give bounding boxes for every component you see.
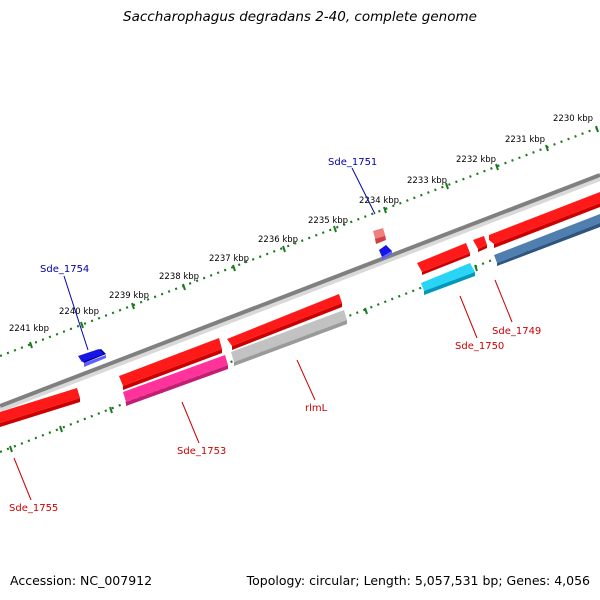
leader-line: [13, 457, 32, 501]
gene-red-rlml-above[interactable]: [227, 294, 342, 350]
scale-label: 2231 kbp: [505, 135, 545, 145]
gene-label-sde-1753[interactable]: Sde_1753: [177, 446, 226, 457]
leader-line: [494, 279, 513, 323]
gene-cyan-sde-1750[interactable]: [421, 263, 475, 295]
gene-gray-rlml[interactable]: [231, 310, 347, 366]
scale-labels: 2230 kbp 2231 kbp 2232 kbp 2233 kbp 2234…: [9, 114, 593, 334]
leader-line: [351, 167, 376, 215]
sde-1754-feature[interactable]: [78, 349, 106, 367]
gene-red-1755-above[interactable]: [0, 388, 80, 427]
scale-label: 2237 kbp: [209, 254, 249, 264]
gene-label-sde-1754[interactable]: Sde_1754: [40, 264, 89, 275]
scale-label: 2235 kbp: [308, 216, 348, 226]
gene-red-far-right[interactable]: [489, 192, 600, 248]
scale-label: 2234 kbp: [359, 196, 399, 206]
gene-label-sde-1750[interactable]: Sde_1750: [455, 341, 504, 352]
genome-backbone-shadow: [0, 177, 600, 412]
gene-red-small[interactable]: [473, 236, 487, 252]
genome-backbone: [0, 173, 600, 408]
scale-label: 2241 kbp: [9, 324, 49, 334]
leader-line: [459, 295, 478, 339]
gene-red-1753-above[interactable]: [119, 338, 222, 390]
gene-label-sde-1755[interactable]: Sde_1755: [9, 503, 58, 514]
scale-label: 2230 kbp: [553, 114, 593, 124]
gene-label-rlml[interactable]: rlmL: [305, 403, 328, 414]
scale-label: 2239 kbp: [109, 291, 149, 301]
scale-label: 2233 kbp: [407, 176, 447, 186]
gene-steel-sde-1749[interactable]: [494, 214, 600, 266]
gene-magenta-sde-1753[interactable]: [123, 355, 228, 406]
leader-line: [181, 401, 200, 444]
gene-red-1750-above[interactable]: [417, 243, 470, 275]
outer-major-ticks: [29, 125, 599, 349]
scale-label: 2236 kbp: [258, 235, 298, 245]
scale-label: 2232 kbp: [456, 155, 496, 165]
small-blue-gene[interactable]: [379, 245, 392, 260]
gene-label-sde-1751[interactable]: Sde_1751: [328, 157, 377, 168]
scale-label: 2238 kbp: [159, 272, 199, 282]
leader-line: [296, 359, 316, 401]
gene-label-sde-1749[interactable]: Sde_1749: [492, 326, 541, 337]
map-title: Saccharophagus degradans 2-40, complete …: [123, 9, 477, 25]
genome-summary-label: Topology: circular; Length: 5,057,531 bp…: [246, 573, 590, 588]
scale-label: 2240 kbp: [59, 307, 99, 317]
leader-line: [63, 275, 89, 351]
accession-label: Accession: NC_007912: [10, 573, 153, 588]
sde-1751-feature[interactable]: [373, 228, 386, 244]
